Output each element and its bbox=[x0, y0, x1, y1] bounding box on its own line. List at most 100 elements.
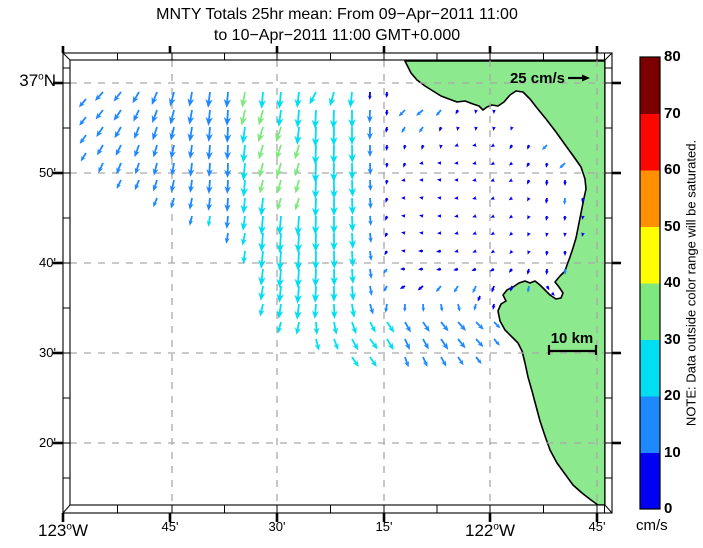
current-vector bbox=[454, 178, 459, 182]
current-vector bbox=[368, 250, 373, 261]
current-vector bbox=[508, 161, 514, 166]
current-vector bbox=[97, 144, 104, 156]
current-vector bbox=[134, 144, 140, 158]
current-vector bbox=[526, 285, 531, 293]
current-vector bbox=[490, 214, 496, 218]
current-vector bbox=[330, 144, 338, 164]
current-vector bbox=[493, 338, 500, 346]
current-vector bbox=[383, 268, 388, 274]
x-axis-tick-label: 123oW bbox=[38, 521, 88, 540]
current-vector bbox=[421, 144, 425, 150]
current-vector bbox=[492, 126, 496, 131]
colorbar-tick-label: 10 bbox=[664, 443, 681, 461]
current-vector bbox=[205, 109, 213, 126]
current-vector bbox=[294, 303, 302, 320]
current-vector bbox=[351, 321, 357, 335]
current-vector bbox=[240, 91, 248, 108]
current-vector bbox=[457, 321, 467, 331]
current-vector bbox=[330, 216, 338, 234]
current-vector bbox=[368, 215, 373, 226]
current-vector bbox=[437, 231, 442, 235]
frame-corner-bevel bbox=[62, 504, 71, 514]
frame-band bbox=[63, 53, 70, 513]
current-vector bbox=[241, 250, 248, 264]
current-vector bbox=[311, 179, 320, 199]
current-vector bbox=[437, 161, 442, 165]
current-vector bbox=[493, 321, 501, 329]
current-vector bbox=[240, 126, 248, 144]
current-vector bbox=[440, 356, 447, 367]
current-vector bbox=[330, 233, 338, 251]
plot-title-line1: MNTY Totals 25hr mean: From 09−Apr−2011 … bbox=[156, 6, 518, 23]
colorbar-segment bbox=[640, 396, 660, 453]
current-vector bbox=[367, 91, 372, 100]
current-vector bbox=[385, 215, 389, 221]
current-vector bbox=[472, 214, 478, 218]
current-vector bbox=[563, 180, 567, 186]
current-vector bbox=[527, 196, 531, 202]
current-vector bbox=[275, 144, 283, 160]
current-vector bbox=[311, 126, 320, 147]
frame-band bbox=[63, 505, 612, 513]
current-vector bbox=[472, 196, 477, 200]
current-vector bbox=[417, 285, 424, 291]
current-vector bbox=[348, 144, 356, 163]
current-vector bbox=[113, 91, 122, 102]
current-vector bbox=[311, 144, 320, 165]
current-vector bbox=[330, 126, 338, 146]
current-vector bbox=[332, 321, 339, 335]
current-vector bbox=[422, 356, 428, 368]
current-vector bbox=[330, 198, 338, 216]
current-vector bbox=[509, 285, 514, 292]
current-vector bbox=[542, 144, 548, 150]
current-vector bbox=[527, 179, 531, 185]
current-vector bbox=[508, 178, 514, 182]
current-vector bbox=[206, 179, 213, 194]
current-vector bbox=[258, 162, 265, 178]
current-vector bbox=[224, 162, 232, 178]
map-content bbox=[70, 60, 605, 505]
current-vector bbox=[113, 109, 122, 121]
current-vector bbox=[545, 250, 549, 256]
current-vector bbox=[510, 125, 514, 131]
current-vector bbox=[151, 91, 158, 105]
current-vector bbox=[418, 126, 424, 133]
plot-title-line2: to 10−Apr−2011 11:00 GMT+0.000 bbox=[213, 27, 461, 44]
current-vector bbox=[508, 268, 514, 273]
y-axis-tick-label: 30' bbox=[39, 345, 56, 360]
current-vector bbox=[418, 249, 423, 253]
current-vector bbox=[401, 249, 406, 253]
current-vector bbox=[581, 232, 585, 237]
current-vector bbox=[134, 162, 140, 175]
current-vector bbox=[368, 285, 374, 296]
current-vector bbox=[472, 161, 477, 165]
current-vector bbox=[205, 91, 213, 108]
current-vector bbox=[330, 180, 338, 199]
current-vector bbox=[386, 321, 395, 333]
colorbar-tick-label: 20 bbox=[664, 387, 681, 404]
current-vector bbox=[348, 162, 356, 180]
current-vector bbox=[275, 162, 283, 178]
colorbar-tick-label: 0 bbox=[664, 500, 673, 517]
current-vector bbox=[169, 144, 176, 159]
current-vector bbox=[454, 161, 459, 165]
current-vector bbox=[456, 126, 460, 131]
current-vector bbox=[257, 144, 265, 160]
current-vector bbox=[187, 91, 195, 107]
current-vector bbox=[223, 91, 232, 108]
current-vector bbox=[475, 321, 484, 330]
current-vector bbox=[419, 196, 424, 200]
colorbar-segment bbox=[640, 57, 660, 114]
current-vector bbox=[404, 338, 410, 350]
current-vector bbox=[563, 251, 567, 256]
current-vector bbox=[151, 109, 158, 124]
current-vector bbox=[401, 178, 406, 182]
current-vector bbox=[440, 338, 449, 350]
current-vector bbox=[348, 215, 356, 232]
current-vector bbox=[404, 321, 411, 333]
current-vector bbox=[563, 269, 567, 275]
current-vector bbox=[368, 232, 373, 243]
current-vector bbox=[563, 232, 567, 237]
